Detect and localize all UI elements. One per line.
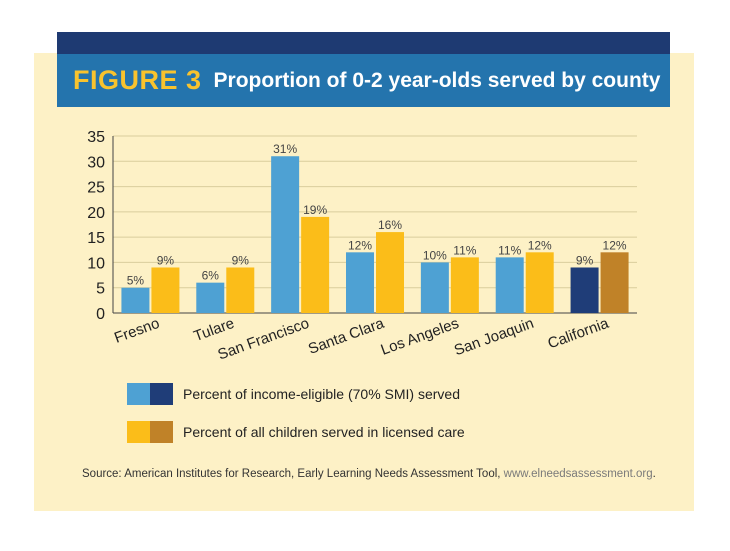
y-tick-label: 15: [87, 230, 105, 247]
bar: [376, 232, 404, 313]
data-label: 11%: [453, 243, 476, 257]
legend-label: Percent of all children served in licens…: [183, 424, 465, 440]
source-note: Source: American Institutes for Research…: [82, 468, 656, 480]
data-label: 12%: [603, 238, 627, 252]
legend-item-licensed-care: Percent of all children served in licens…: [127, 421, 465, 443]
x-tick-label: California: [546, 315, 612, 353]
source-link[interactable]: www.elneedsassessment.org: [503, 468, 653, 480]
bar: [226, 267, 255, 313]
bar: [495, 257, 524, 313]
data-label: 12%: [528, 238, 552, 252]
figure-number: FIGURE 3: [73, 65, 202, 95]
x-tick-label: San Joaquin: [452, 315, 536, 360]
title-bar: FIGURE 3 Proportion of 0-2 year-olds ser…: [57, 54, 670, 107]
bar: [600, 252, 629, 313]
bar: [570, 267, 599, 313]
legend-item-income-eligible: Percent of income-eligible (70% SMI) ser…: [127, 383, 460, 405]
data-label: 31%: [273, 142, 297, 156]
bar: [196, 282, 225, 313]
data-label: 16%: [378, 218, 402, 232]
bar: [301, 216, 330, 313]
legend-swatch-state: [150, 383, 173, 405]
legend-swatch-state: [150, 421, 173, 443]
source-end: .: [652, 468, 656, 480]
x-tick-label: Tulare: [191, 315, 236, 345]
data-label: 9%: [576, 253, 594, 267]
y-tick-label: 5: [96, 281, 105, 298]
legend-label: Percent of income-eligible (70% SMI) ser…: [183, 386, 461, 402]
legend-swatch-county: [127, 421, 150, 443]
bar: [121, 287, 150, 313]
data-label: 6%: [202, 269, 220, 283]
x-tick-label: Santa Clara: [306, 315, 387, 358]
data-label: 5%: [127, 274, 145, 288]
y-tick-label: 35: [87, 129, 105, 146]
bar: [271, 156, 300, 313]
data-label: 12%: [348, 238, 372, 252]
x-tick-label: Fresno: [112, 315, 162, 347]
data-label: 9%: [232, 253, 250, 267]
x-tick-label: Los Angeles: [379, 315, 462, 359]
y-tick-label: 10: [87, 255, 105, 272]
data-label: 11%: [498, 243, 521, 257]
bar: [346, 252, 374, 313]
data-label: 10%: [423, 248, 447, 262]
legend-swatch-county: [127, 383, 150, 405]
bar: [420, 262, 449, 313]
data-label: 19%: [303, 203, 327, 217]
y-tick-label: 20: [87, 205, 105, 222]
bar: [525, 252, 554, 313]
y-tick-label: 30: [87, 154, 105, 171]
header-band: [57, 32, 670, 54]
data-label: 9%: [157, 253, 175, 267]
source-text: Source: American Institutes for Research…: [82, 468, 504, 480]
y-tick-label: 25: [87, 180, 105, 197]
y-tick-label: 0: [96, 306, 105, 323]
bar: [450, 257, 479, 313]
bar: [151, 267, 180, 313]
chart-title: Proportion of 0-2 year-olds served by co…: [213, 68, 661, 92]
